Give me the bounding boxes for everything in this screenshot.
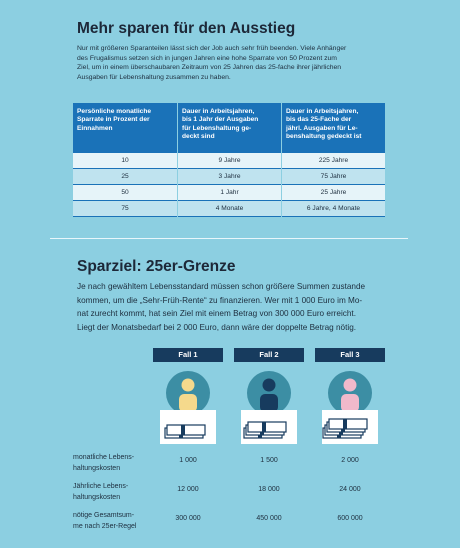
case-label: Fall 2 xyxy=(234,348,304,362)
header-line: benshaltung gedeckt ist xyxy=(286,133,362,141)
row-label: haltungskosten xyxy=(73,494,121,501)
case-icon xyxy=(160,371,216,444)
intro-line: Liegt der Monatsbedarf bei 2 000 Euro, d… xyxy=(77,322,357,332)
header-line: bis das 25-Fache der xyxy=(286,116,352,124)
header-line: Dauer in Arbeitsjahren, xyxy=(182,108,255,115)
row-value: 300 000 xyxy=(175,515,201,522)
row-value: 1 500 xyxy=(260,457,278,464)
table-cell: 225 Jahre xyxy=(282,153,385,169)
case-icon xyxy=(241,371,297,444)
row-value: 12 000 xyxy=(177,486,199,493)
row-value: 2 000 xyxy=(341,457,359,464)
header-line: deckt sind xyxy=(182,133,215,141)
table-cell: 75 Jahre xyxy=(282,169,385,185)
intro-line: Ausgaben für Lebenshaltung zusammen zu h… xyxy=(77,73,231,81)
header-line: für Lebenshaltung ge- xyxy=(182,124,252,132)
table-header-cell: Persönliche monatliche Sparrate in Prozen… xyxy=(73,103,177,153)
intro-line: nat zurecht kommt, hat sein Ziel mit ein… xyxy=(77,309,356,319)
header-line: Sparrate in Prozent der xyxy=(77,116,150,124)
table-cell: 6 Jahre, 4 Monate xyxy=(282,201,385,217)
table-cell: 10 xyxy=(73,153,177,169)
row-value: 600 000 xyxy=(337,515,363,522)
table-cell: 1 Jahr xyxy=(178,185,281,201)
row-label: Jährliche Lebens- xyxy=(73,483,129,490)
intro-line: kommen, um die „Sehr-Früh-Rente“ zu fina… xyxy=(77,295,363,305)
table-cell: 9 Jahre xyxy=(178,153,281,169)
intro-line: Je nach gewähltem Lebensstandard müssen … xyxy=(77,282,366,291)
intro-line: des Frugalismus setzen sich in jungen Ja… xyxy=(77,54,337,62)
header-line: Dauer in Arbeitsjahren, xyxy=(286,108,359,115)
table-header-cell: Dauer in Arbeitsjahren, bis das 25-Fache … xyxy=(282,103,385,153)
row-label: nötige Gesamtsum- xyxy=(73,512,135,519)
intro-line: Ziel, um in einem überschaubaren Zeitrau… xyxy=(77,64,342,72)
table-cell: 25 xyxy=(73,169,177,185)
case-label: Fall 3 xyxy=(315,348,385,362)
table-cell: 75 xyxy=(73,201,177,217)
row-label: haltungskosten xyxy=(73,465,121,472)
divider xyxy=(50,238,408,239)
section-title: Mehr sparen für den Ausstieg xyxy=(77,20,296,37)
row-value: 18 000 xyxy=(258,486,280,493)
case-icon xyxy=(322,371,378,444)
row-value: 1 000 xyxy=(179,457,197,464)
row-value: 450 000 xyxy=(256,515,282,522)
table-cell: 4 Monate xyxy=(178,201,281,217)
header-line: jährl. Ausgaben für Le- xyxy=(286,124,358,132)
table-cell: 50 xyxy=(73,185,177,201)
section-title: Sparziel: 25er-Grenze xyxy=(77,258,236,275)
table-cell: 25 Jahre xyxy=(282,185,385,201)
row-label: me nach 25er-Regel xyxy=(73,523,137,530)
case-label: Fall 1 xyxy=(153,348,223,362)
header-line: Persönliche monatliche xyxy=(77,108,152,115)
intro-line: Nur mit größeren Sparanteilen lässt sich… xyxy=(77,45,347,52)
table-cell: 3 Jahre xyxy=(178,169,281,185)
row-label: monatliche Lebens- xyxy=(73,454,135,461)
header-line: Einnahmen xyxy=(77,124,113,132)
row-value: 24 000 xyxy=(339,486,361,493)
table-header-cell: Dauer in Arbeitsjahren, bis 1 Jahr der Au… xyxy=(178,103,281,153)
header-line: bis 1 Jahr der Ausgaben xyxy=(182,116,259,124)
